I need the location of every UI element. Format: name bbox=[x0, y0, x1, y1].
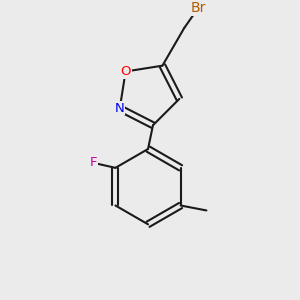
Text: Br: Br bbox=[190, 1, 206, 15]
Text: N: N bbox=[115, 102, 124, 115]
Text: F: F bbox=[90, 156, 98, 170]
Text: O: O bbox=[120, 65, 131, 78]
